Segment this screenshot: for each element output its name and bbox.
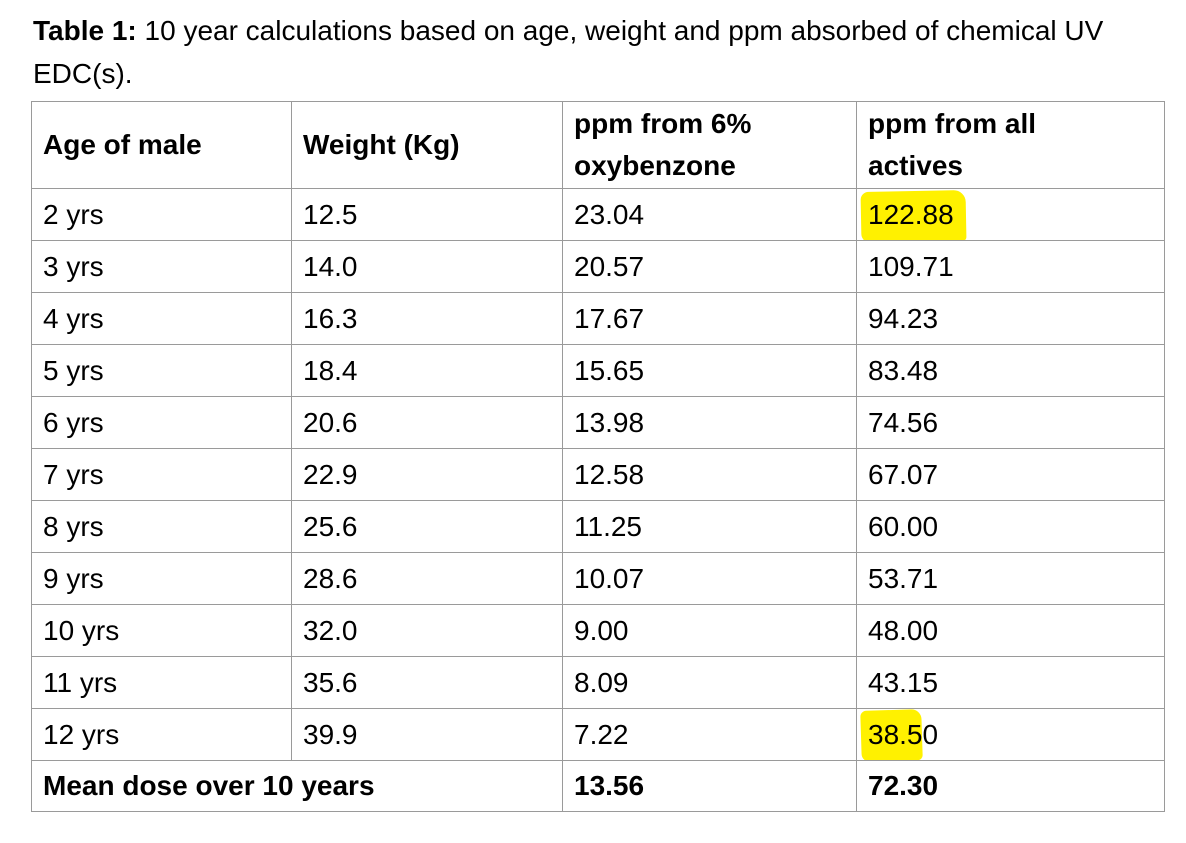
table-row: 11 yrs 35.6 8.09 43.15 [31,656,1165,709]
cell-weight: 35.6 [291,656,563,709]
cell-age: 8 yrs [31,500,292,553]
ppm-all-value: 109.71 [868,250,954,282]
table-row: 5 yrs 18.4 15.65 83.48 [31,344,1165,397]
table-row: 6 yrs 20.6 13.98 74.56 [31,396,1165,449]
table-row: 10 yrs 32.0 9.00 48.00 [31,604,1165,657]
cell-ppm-all: 48.00 [856,604,1165,657]
cell-weight: 22.9 [291,448,563,501]
cell-age: 6 yrs [31,396,292,449]
header-weight: Weight (Kg) [291,101,563,189]
ppm-all-value: 60.00 [868,510,939,542]
cell-ppm-all: 83.48 [856,344,1165,397]
header-age: Age of male [31,101,292,189]
cell-ppm-all: 38.50 [856,708,1165,761]
table-row: 8 yrs 25.6 11.25 60.00 [31,500,1165,553]
ppm-all-value: 74.56 [868,406,939,438]
cell-ppm-all: 60.00 [856,500,1165,553]
cell-age: 9 yrs [31,552,292,605]
cell-age: 3 yrs [31,240,292,293]
cell-ppm-oxybenzone: 15.65 [562,344,857,397]
cell-age: 7 yrs [31,448,292,501]
cell-ppm-oxybenzone: 13.98 [562,396,857,449]
header-ppm-all-label: ppm from all actives [868,108,1037,181]
cell-ppm-oxybenzone: 9.00 [562,604,857,657]
cell-ppm-oxybenzone: 7.22 [562,708,857,761]
cell-weight: 18.4 [291,344,563,397]
caption-label: Table 1: [33,15,137,46]
cell-ppm-oxybenzone: 20.57 [562,240,857,293]
cell-weight: 16.3 [291,292,563,345]
cell-ppm-all: 53.71 [856,552,1165,605]
ppm-all-value: 94.23 [868,302,939,334]
cell-ppm-all: 94.23 [856,292,1165,345]
header-age-label: Age of male [43,129,202,160]
cell-weight: 14.0 [291,240,563,293]
ppm-all-value: 38.50 [868,714,938,756]
cell-age: 12 yrs [31,708,292,761]
cell-weight: 39.9 [291,708,563,761]
data-table: Age of male Weight (Kg) ppm from 6% oxyb… [31,101,1165,812]
ppm-all-value: 83.48 [868,354,939,386]
cell-age: 2 yrs [31,188,292,241]
ppm-all-value: 67.07 [868,458,939,490]
table-row: 7 yrs 22.9 12.58 67.07 [31,448,1165,501]
cell-ppm-all: 67.07 [856,448,1165,501]
table-row: 9 yrs 28.6 10.07 53.71 [31,552,1165,605]
cell-ppm-oxybenzone: 10.07 [562,552,857,605]
cell-age: 10 yrs [31,604,292,657]
table-row: 12 yrs 39.9 7.22 38.50 [31,708,1165,761]
cell-weight: 25.6 [291,500,563,553]
footer-row: Mean dose over 10 years 13.56 72.30 [31,760,1165,812]
cell-weight: 28.6 [291,552,563,605]
header-ppm-all: ppm from all actives [856,101,1165,189]
table-caption: Table 1: 10 year calculations based on a… [31,9,1171,95]
cell-ppm-all: 109.71 [856,240,1165,293]
cell-ppm-all: 122.88 [856,188,1165,241]
cell-weight: 12.5 [291,188,563,241]
cell-ppm-oxybenzone: 17.67 [562,292,857,345]
table-row: 4 yrs 16.3 17.67 94.23 [31,292,1165,345]
footer-ppm-all: 72.30 [856,760,1165,812]
ppm-all-value: 43.15 [868,666,939,698]
cell-ppm-all: 74.56 [856,396,1165,449]
cell-ppm-oxybenzone: 23.04 [562,188,857,241]
header-ppm-oxybenzone-label: ppm from 6% oxybenzone [574,108,752,181]
table-body: 2 yrs 12.5 23.04 122.88 3 yrs 14.0 20.57… [31,188,1165,761]
footer-ppm-oxybenzone: 13.56 [562,760,857,812]
cell-ppm-oxybenzone: 8.09 [562,656,857,709]
cell-weight: 32.0 [291,604,563,657]
header-ppm-oxybenzone: ppm from 6% oxybenzone [562,101,857,189]
cell-ppm-oxybenzone: 11.25 [562,500,857,553]
cell-weight: 20.6 [291,396,563,449]
header-weight-label: Weight (Kg) [303,129,460,160]
cell-ppm-all: 43.15 [856,656,1165,709]
cell-age: 5 yrs [31,344,292,397]
cell-age: 11 yrs [31,656,292,709]
table-row: 3 yrs 14.0 20.57 109.71 [31,240,1165,293]
cell-age: 4 yrs [31,292,292,345]
ppm-all-value: 53.71 [868,562,939,594]
ppm-all-value: 122.88 [868,194,954,236]
caption-text: 10 year calculations based on age, weigh… [33,15,1104,89]
cell-ppm-oxybenzone: 12.58 [562,448,857,501]
ppm-all-value: 48.00 [868,614,939,646]
header-row: Age of male Weight (Kg) ppm from 6% oxyb… [31,101,1165,189]
table-row: 2 yrs 12.5 23.04 122.88 [31,188,1165,241]
footer-label: Mean dose over 10 years [31,760,563,812]
